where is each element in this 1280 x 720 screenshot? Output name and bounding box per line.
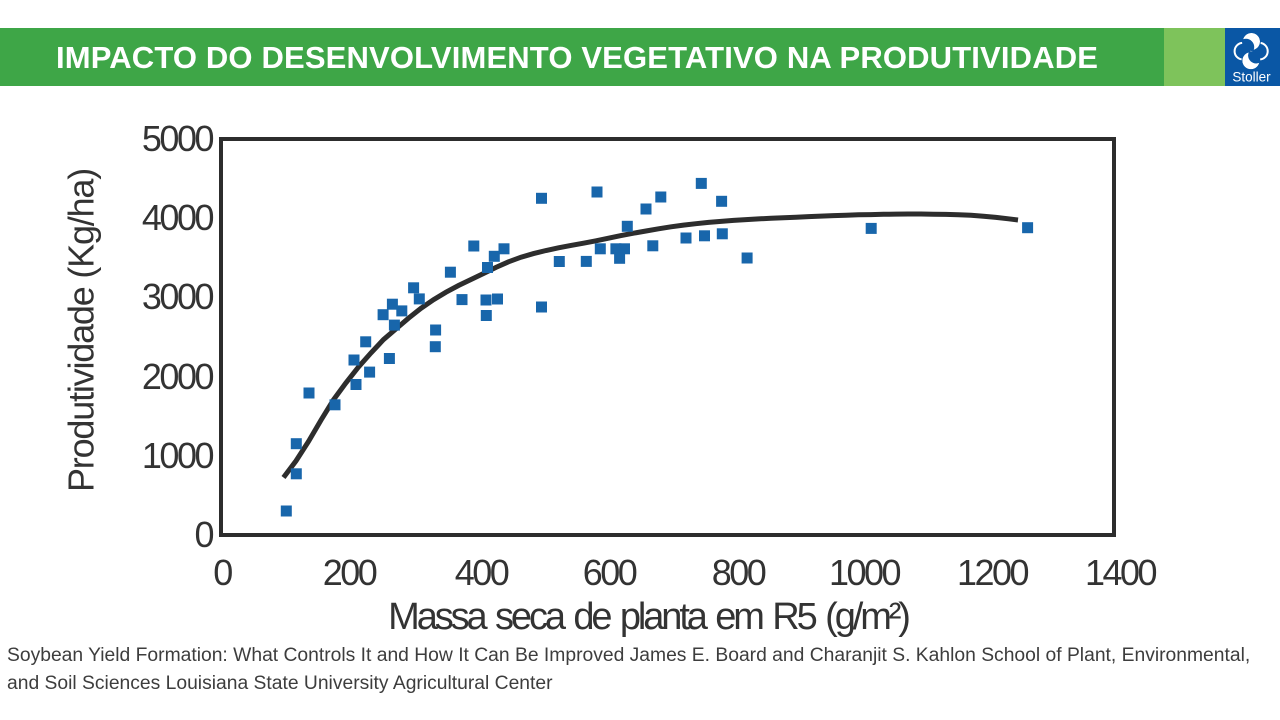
svg-text:1000: 1000 — [829, 552, 901, 593]
svg-text:Massa seca de planta em R5 (g/: Massa seca de planta em R5 (g/m²) — [388, 596, 909, 638]
svg-text:Produtividade (Kg/ha): Produtividade (Kg/ha) — [61, 169, 102, 492]
svg-text:600: 600 — [583, 552, 637, 593]
svg-text:4000: 4000 — [142, 197, 214, 238]
svg-text:200: 200 — [323, 552, 377, 593]
svg-text:3000: 3000 — [142, 276, 214, 317]
svg-text:1000: 1000 — [142, 435, 214, 476]
svg-text:2000: 2000 — [142, 356, 214, 397]
svg-text:1200: 1200 — [957, 552, 1029, 593]
svg-text:Stoller: Stoller — [1232, 70, 1271, 85]
svg-text:0: 0 — [213, 552, 232, 593]
svg-text:1400: 1400 — [1085, 552, 1157, 593]
svg-text:800: 800 — [712, 552, 766, 593]
svg-text:400: 400 — [455, 552, 509, 593]
svg-text:5000: 5000 — [142, 118, 214, 159]
svg-text:0: 0 — [194, 514, 213, 555]
